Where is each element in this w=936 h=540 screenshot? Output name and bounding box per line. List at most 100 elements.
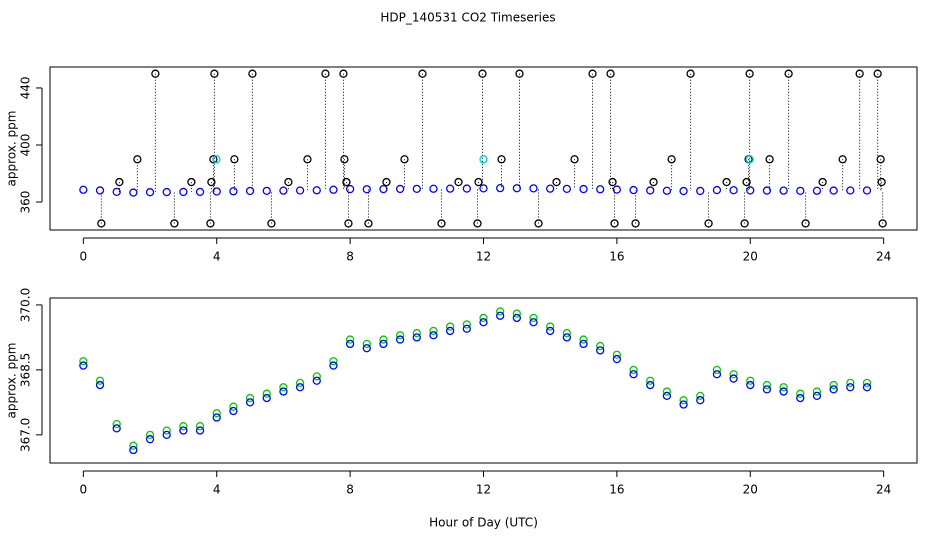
point [209, 155, 218, 164]
point [95, 376, 105, 385]
chart-title: HDP_140531 CO2 Timeseries [380, 11, 555, 25]
point [212, 409, 221, 418]
point [712, 185, 722, 195]
point [629, 185, 638, 195]
point [362, 339, 371, 349]
point [765, 155, 774, 164]
point [740, 219, 749, 228]
point [395, 184, 405, 194]
point [95, 186, 105, 195]
point [686, 69, 695, 78]
point [112, 187, 121, 197]
point [829, 186, 838, 195]
point [212, 155, 221, 164]
point [437, 219, 446, 228]
point [662, 186, 672, 195]
point [649, 177, 658, 187]
point [546, 184, 555, 193]
x-tick-label: 4 [213, 250, 221, 264]
point [612, 350, 622, 359]
point [321, 69, 330, 78]
point [646, 380, 655, 390]
point [779, 383, 788, 392]
point [262, 393, 271, 403]
point [412, 333, 421, 342]
point [796, 393, 805, 403]
point [462, 320, 471, 329]
point [454, 177, 463, 187]
point [838, 155, 847, 164]
point [596, 341, 605, 351]
point [704, 219, 713, 228]
point [729, 186, 738, 195]
point [877, 177, 886, 187]
point [529, 313, 538, 323]
point [473, 219, 482, 228]
point [529, 318, 538, 327]
point [579, 335, 588, 344]
point [345, 335, 355, 344]
point [133, 155, 142, 164]
point [812, 387, 822, 396]
x-tick-label: 4 [213, 483, 221, 497]
point [179, 187, 188, 197]
point [212, 413, 221, 422]
point [876, 155, 885, 164]
plot-frame [49, 297, 918, 464]
point [679, 400, 688, 409]
point [479, 155, 488, 164]
point [245, 398, 255, 407]
point [262, 186, 271, 196]
point [345, 184, 355, 194]
point [696, 391, 705, 401]
point [145, 188, 155, 197]
point [418, 69, 427, 78]
point [446, 184, 455, 193]
point [112, 424, 121, 433]
point [579, 184, 588, 194]
point [546, 322, 555, 331]
point [784, 69, 793, 78]
point [762, 380, 772, 390]
point [762, 385, 772, 394]
point [379, 335, 388, 344]
point [79, 185, 88, 194]
point [295, 186, 305, 195]
point [245, 393, 255, 403]
point [429, 184, 438, 193]
point [712, 370, 722, 379]
y-tick-label: 360 [19, 191, 33, 214]
point [362, 344, 371, 353]
point [412, 184, 421, 194]
point [629, 365, 638, 375]
point [606, 69, 615, 78]
x-tick-label: 8 [346, 250, 354, 264]
point [746, 380, 755, 390]
point [79, 357, 88, 366]
point [112, 419, 121, 429]
point [229, 402, 238, 411]
point [512, 313, 521, 323]
point [179, 422, 188, 431]
point [279, 186, 288, 195]
point [629, 370, 638, 379]
point [479, 313, 488, 323]
point [162, 426, 171, 435]
point [412, 328, 421, 338]
point [195, 422, 205, 431]
point [729, 374, 738, 383]
point [512, 184, 521, 193]
point [362, 185, 371, 194]
point [746, 186, 755, 195]
point [295, 378, 305, 388]
y-tick-label: 440 [19, 77, 33, 100]
point [862, 383, 872, 392]
point [818, 177, 827, 187]
point [395, 331, 405, 340]
point [552, 177, 561, 187]
point [115, 177, 124, 187]
point [395, 335, 405, 344]
point [579, 339, 588, 349]
